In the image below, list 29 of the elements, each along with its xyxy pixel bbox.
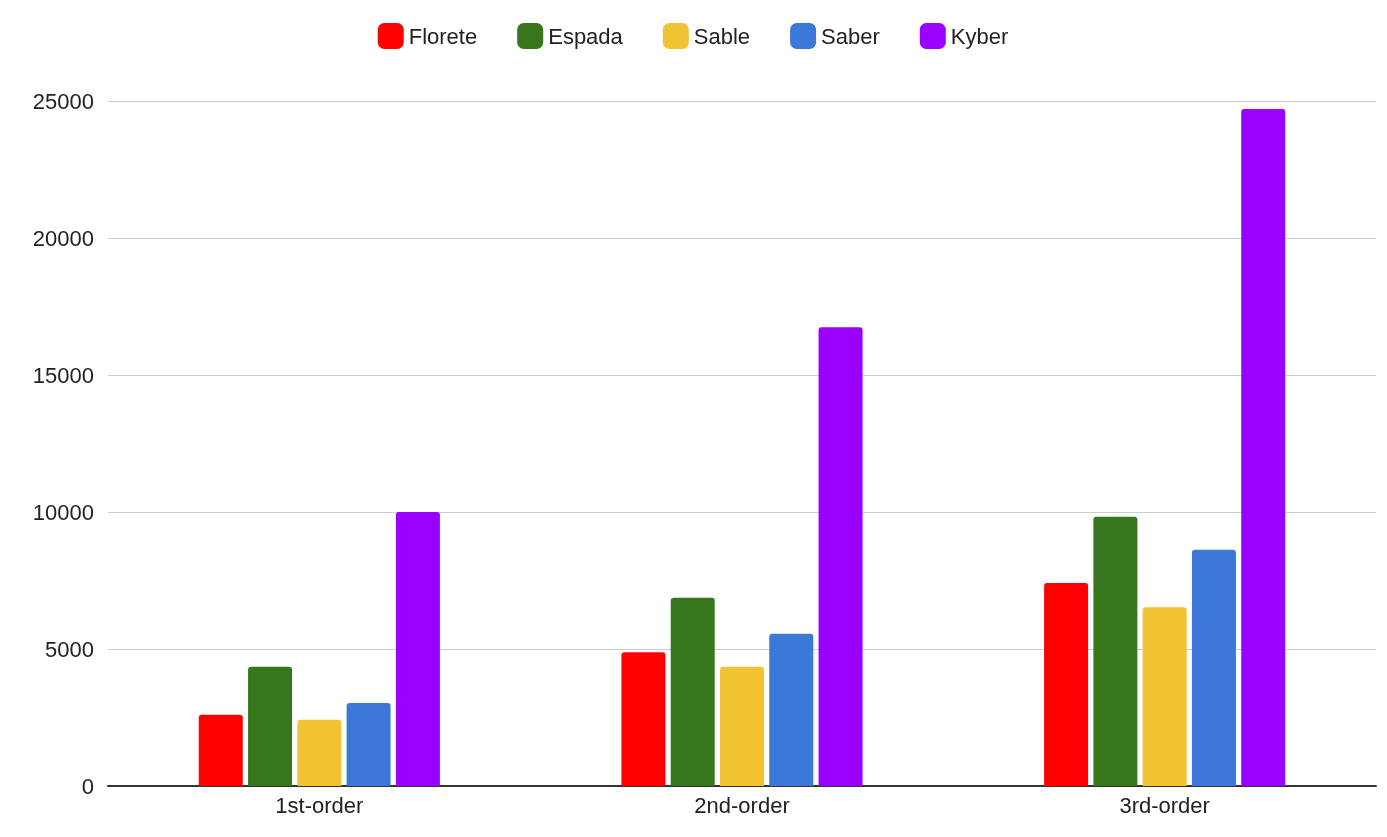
y-tick-label: 5000	[45, 636, 94, 662]
bar	[818, 327, 863, 786]
bar	[720, 666, 764, 786]
bar	[769, 633, 814, 786]
bar	[198, 714, 243, 786]
x-tick-label: 1st-order	[275, 792, 364, 818]
x-tick-label: 2nd-order	[694, 792, 790, 818]
y-tick-label: 20000	[32, 225, 94, 251]
y-tick-label: 15000	[32, 362, 94, 388]
x-tick-label: 3rd-order	[1119, 792, 1210, 818]
y-tick-label: 10000	[32, 499, 94, 525]
legend-label: Sable	[693, 23, 751, 49]
y-tick-label: 0	[81, 773, 94, 799]
legend-label: Kyber	[950, 23, 1009, 49]
legend-label: Saber	[821, 23, 880, 49]
bar	[248, 666, 293, 786]
bar	[1044, 582, 1089, 786]
bar	[1241, 108, 1286, 786]
bar	[1191, 549, 1236, 786]
bar	[1093, 516, 1138, 786]
bar	[346, 702, 391, 786]
bar	[1142, 607, 1187, 786]
bar	[297, 719, 342, 786]
legend-label: Espada	[548, 23, 624, 49]
bar	[670, 597, 715, 786]
legend-label: Florete	[408, 23, 478, 49]
bar	[621, 652, 666, 786]
y-tick-label: 25000	[32, 88, 94, 114]
bar	[395, 512, 440, 786]
